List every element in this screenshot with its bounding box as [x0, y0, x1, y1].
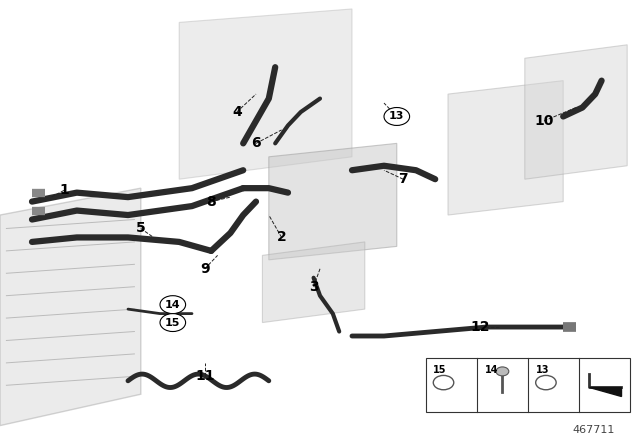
Text: 13: 13 — [389, 112, 404, 121]
Bar — [426, 358, 630, 412]
Text: 15: 15 — [165, 318, 180, 327]
Polygon shape — [269, 143, 397, 260]
Text: 15: 15 — [433, 366, 447, 375]
Polygon shape — [179, 9, 352, 179]
Text: 13: 13 — [536, 366, 549, 375]
Polygon shape — [589, 387, 621, 396]
Circle shape — [536, 375, 556, 390]
Circle shape — [496, 367, 509, 376]
Text: 14: 14 — [484, 366, 498, 375]
Text: 12: 12 — [470, 320, 490, 334]
Text: 5: 5 — [136, 221, 146, 236]
Circle shape — [384, 108, 410, 125]
Text: 7: 7 — [398, 172, 408, 186]
Text: 1: 1 — [59, 183, 69, 198]
Circle shape — [160, 296, 186, 314]
Text: 10: 10 — [534, 114, 554, 128]
Text: 4: 4 — [232, 105, 242, 119]
Circle shape — [160, 314, 186, 332]
Polygon shape — [525, 45, 627, 179]
Text: 14: 14 — [165, 300, 180, 310]
Circle shape — [433, 375, 454, 390]
Text: 6: 6 — [251, 136, 261, 151]
Text: 11: 11 — [195, 369, 214, 383]
Text: 3: 3 — [308, 280, 319, 294]
Polygon shape — [0, 188, 141, 426]
Text: 8: 8 — [206, 194, 216, 209]
Polygon shape — [448, 81, 563, 215]
Text: 2: 2 — [276, 230, 287, 245]
Text: 9: 9 — [200, 262, 210, 276]
Text: 467711: 467711 — [572, 425, 614, 435]
Polygon shape — [262, 242, 365, 323]
